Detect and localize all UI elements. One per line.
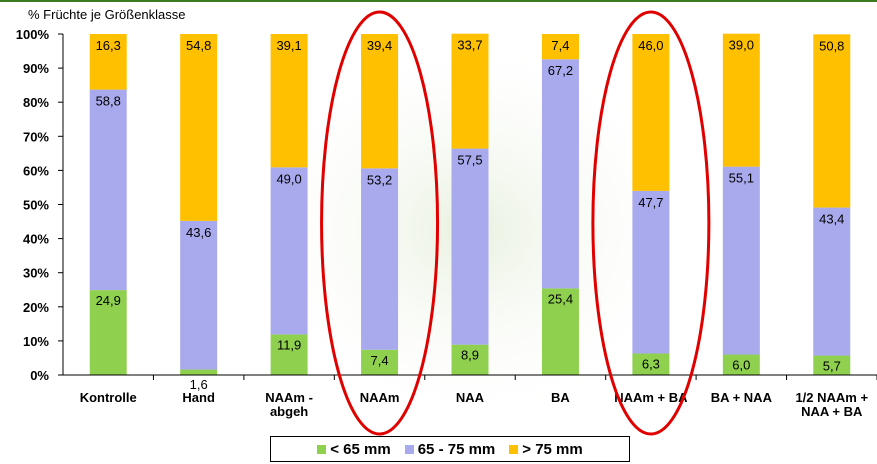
- x-tick-label: BA: [551, 390, 570, 405]
- y-tick-label: 90%: [23, 61, 49, 76]
- bar-segment: [270, 167, 308, 335]
- data-label: 49,0: [276, 171, 301, 186]
- bar-segment: [180, 220, 218, 370]
- bar-segment: [89, 89, 127, 291]
- bar-segment: [722, 166, 760, 355]
- data-label: 57,5: [457, 153, 482, 168]
- x-tick-label: NAAm: [360, 390, 400, 405]
- bar-segment: [361, 34, 399, 169]
- legend: < 65 mm 65 - 75 mm > 75 mm: [270, 436, 630, 462]
- x-tick-label: NAA + BA: [801, 404, 863, 419]
- data-label: 53,2: [367, 172, 392, 187]
- bar-segment: [722, 354, 760, 375]
- data-label: 67,2: [548, 63, 573, 78]
- bar-segment: [451, 33, 489, 149]
- legend-item: < 65 mm: [317, 440, 391, 458]
- x-tick-label: NAAm + BA: [614, 390, 688, 405]
- y-tick-label: 80%: [23, 95, 49, 110]
- data-label: 6,3: [642, 357, 660, 372]
- data-label: 25,4: [548, 291, 573, 306]
- data-label: 7,4: [371, 353, 389, 368]
- data-label: 39,4: [367, 38, 392, 53]
- bar-segment: [451, 344, 489, 375]
- bar-segment: [180, 34, 218, 221]
- y-tick-label: 70%: [23, 129, 49, 144]
- top-border-line: [0, 0, 877, 2]
- y-tick-label: 50%: [23, 198, 49, 213]
- y-tick-label: 100%: [16, 27, 50, 42]
- data-label: 11,9: [277, 337, 301, 352]
- data-label: 50,8: [819, 38, 844, 53]
- data-label: 1,6: [190, 377, 208, 392]
- legend-swatch: [404, 444, 414, 454]
- data-label: 39,0: [729, 38, 754, 53]
- bar-segment: [632, 190, 670, 354]
- bar-segment: [632, 353, 670, 375]
- bar-segment: [361, 168, 399, 350]
- legend-item: 65 - 75 mm: [404, 440, 496, 458]
- bar-segment: [270, 334, 308, 375]
- y-tick-label: 20%: [23, 300, 49, 315]
- bar-segment: [89, 34, 127, 90]
- bar-segment: [451, 148, 489, 345]
- y-axis-title: % Früchte je Größenklasse: [28, 7, 186, 22]
- data-label: 43,6: [186, 225, 211, 240]
- legend-swatch: [317, 444, 327, 454]
- data-label: 33,7: [457, 38, 482, 53]
- legend-label: > 75 mm: [522, 440, 583, 458]
- legend-item: > 75 mm: [509, 440, 583, 458]
- x-tick-label: Hand: [182, 390, 215, 405]
- data-label: 5,7: [823, 359, 841, 374]
- data-label: 8,9: [461, 348, 479, 363]
- legend-label: 65 - 75 mm: [417, 440, 496, 458]
- bar-segment: [270, 34, 308, 168]
- x-tick-label: Kontrolle: [80, 390, 137, 405]
- data-label: 47,7: [638, 195, 663, 210]
- bar-segment: [632, 34, 670, 191]
- bar-segment: [813, 34, 851, 208]
- bar-segment: [541, 288, 579, 375]
- data-label: 39,1: [276, 38, 301, 53]
- bar-segment: [361, 349, 399, 375]
- x-tick-label: BA + NAA: [711, 390, 773, 405]
- y-tick-label: 60%: [23, 163, 49, 178]
- legend-swatch: [509, 444, 519, 454]
- bar-segment: [722, 33, 760, 167]
- data-label: 54,8: [186, 38, 211, 53]
- bar-segment: [813, 207, 851, 356]
- y-tick-label: 30%: [23, 266, 49, 281]
- data-label: 46,0: [638, 38, 663, 53]
- data-label: 43,4: [819, 212, 844, 227]
- x-tick-label: abgeh: [270, 404, 308, 419]
- x-tick-label: 1/2 NAAm +: [795, 390, 868, 405]
- data-label: 6,0: [732, 358, 750, 373]
- data-label: 55,1: [729, 171, 754, 186]
- data-label: 24,9: [96, 293, 121, 308]
- y-tick-label: 10%: [23, 334, 49, 349]
- legend-label: < 65 mm: [330, 440, 391, 458]
- bar-segment: [180, 369, 218, 375]
- highlight-ellipse: [320, 10, 440, 436]
- bar-segment: [541, 59, 579, 289]
- bar-segment: [89, 290, 127, 375]
- data-label: 16,3: [96, 38, 121, 53]
- y-tick-label: 40%: [23, 232, 49, 247]
- stacked-bar-chart: 24,9 58,8 16,3 1,6 43,6 54,8 11,9 49,0 39,1 7,4 53…: [16, 10, 877, 436]
- y-tick-label: 0%: [30, 368, 49, 383]
- bar-segment: [541, 34, 579, 60]
- data-label: 58,8: [96, 94, 121, 109]
- x-tick-label: NAA: [456, 390, 485, 405]
- data-label: 7,4: [551, 38, 569, 53]
- bar-segment: [813, 355, 851, 375]
- highlight-ellipse: [591, 10, 711, 436]
- x-tick-label: NAAm -: [265, 390, 313, 405]
